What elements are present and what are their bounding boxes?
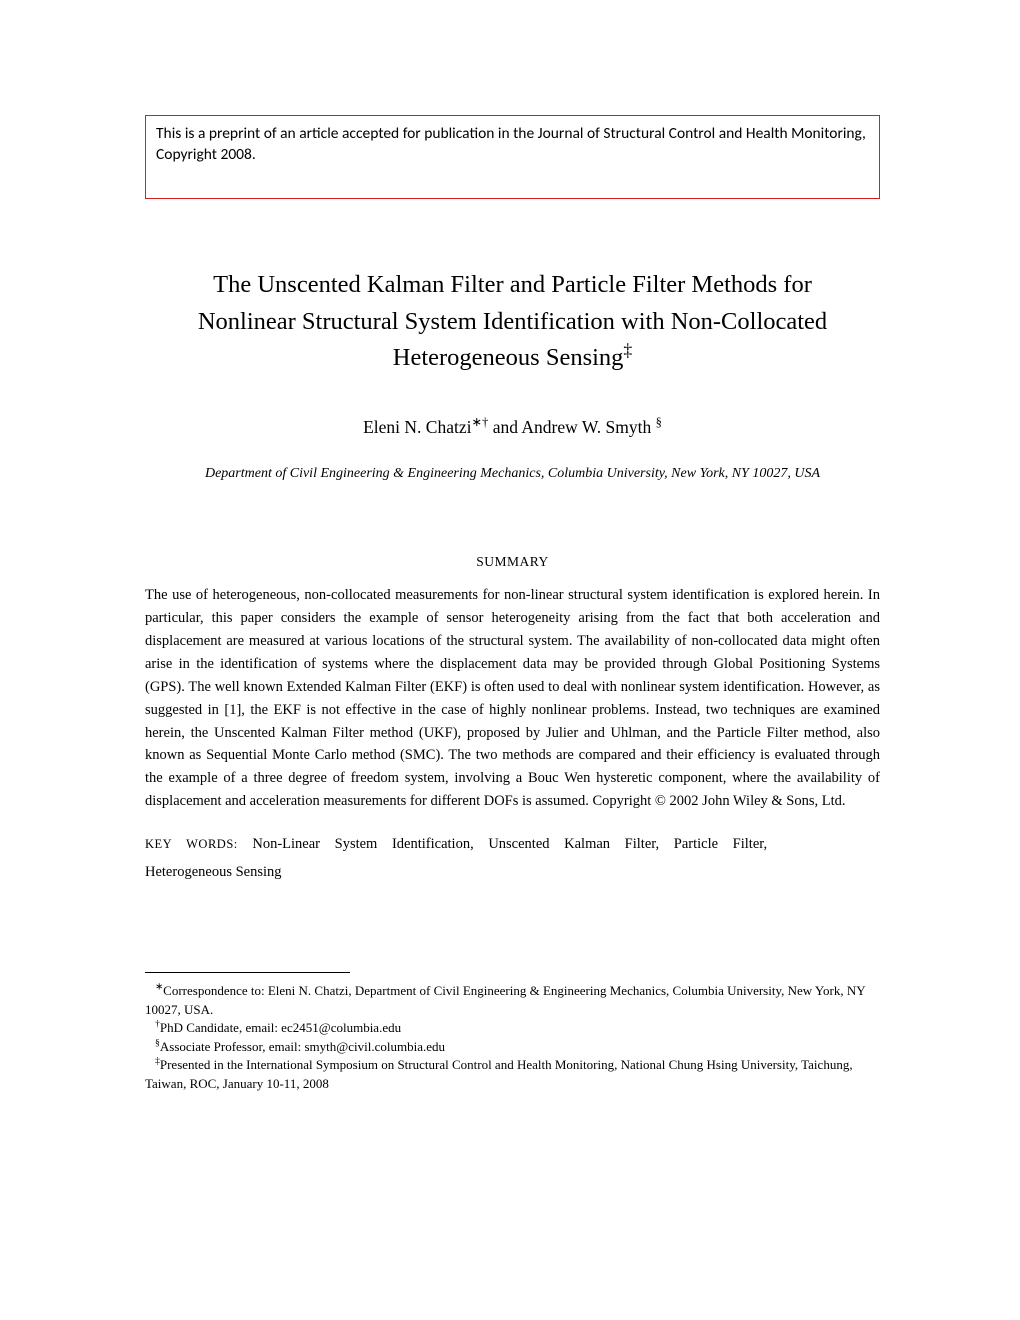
preprint-notice-text: This is a preprint of an article accepte… [156, 124, 866, 164]
authors-line: Eleni N. Chatzi∗† and Andrew W. Smyth § [145, 417, 880, 438]
footnotes: ∗Correspondence to: Eleni N. Chatzi, Dep… [145, 982, 880, 1093]
footnote-4: ‡Presented in the International Symposiu… [145, 1056, 880, 1093]
keywords-line-1: Non-Linear System Identification, Unscen… [252, 836, 767, 852]
footnote-3-text: Associate Professor, email: smyth@civil.… [160, 1039, 445, 1054]
author-2: Andrew W. Smyth [521, 417, 655, 437]
authors-and: and [488, 417, 521, 437]
title-line-2: Nonlinear Structural System Identificati… [198, 308, 827, 335]
author-1: Eleni N. Chatzi [363, 417, 471, 437]
paper-title: The Unscented Kalman Filter and Particle… [145, 267, 880, 377]
footnote-1-mark: ∗ [155, 982, 163, 993]
footnote-2: †PhD Candidate, email: ec2451@columbia.e… [145, 1019, 880, 1037]
footnote-1: ∗Correspondence to: Eleni N. Chatzi, Dep… [145, 982, 880, 1019]
author-2-marks: § [656, 415, 662, 429]
summary-body: The use of heterogeneous, non-collocated… [145, 584, 880, 813]
footnote-1-text: Correspondence to: Eleni N. Chatzi, Depa… [145, 983, 865, 1016]
keywords-line-2: Heterogeneous Sensing [145, 864, 282, 880]
title-footnote-mark: ‡ [623, 340, 632, 360]
author-1-marks: ∗† [471, 415, 488, 429]
summary-heading: SUMMARY [145, 554, 880, 570]
footnote-2-text: PhD Candidate, email: ec2451@columbia.ed… [160, 1020, 401, 1035]
footnote-3: §Associate Professor, email: smyth@civil… [145, 1038, 880, 1056]
title-line-3: Heterogeneous Sensing [393, 344, 624, 371]
affiliation: Department of Civil Engineering & Engine… [145, 463, 880, 484]
keywords-label: KEY WORDS: [145, 837, 238, 851]
footnote-rule [145, 972, 350, 973]
footnote-4-text: Presented in the International Symposium… [145, 1057, 853, 1090]
keywords-block: KEY WORDS: Non-Linear System Identificat… [145, 831, 880, 886]
title-line-1: The Unscented Kalman Filter and Particle… [213, 271, 812, 298]
preprint-notice-box: This is a preprint of an article accepte… [145, 115, 880, 199]
paper-page: This is a preprint of an article accepte… [0, 0, 1020, 1320]
